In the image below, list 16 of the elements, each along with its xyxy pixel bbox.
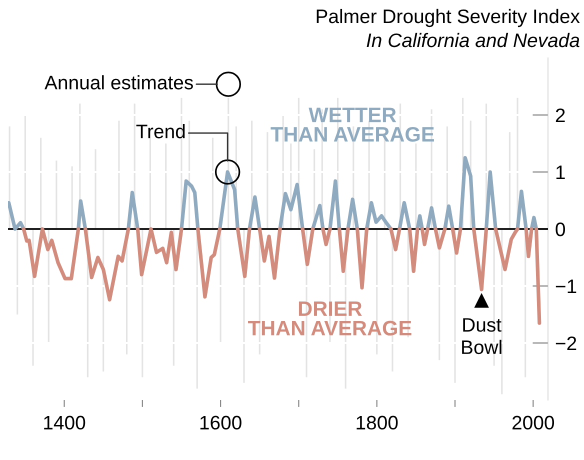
y-tick-label: 2 xyxy=(556,108,565,122)
chart-subtitle: In California and Nevada xyxy=(366,32,580,48)
x-tick-label: 1400 xyxy=(44,416,86,430)
y-tick-label: −2 xyxy=(556,336,576,350)
annotation: Trend xyxy=(136,124,185,138)
x-tick-label: 1800 xyxy=(356,416,398,430)
annotation: Annual estimates xyxy=(44,75,193,90)
y-tick-label: 1 xyxy=(556,166,565,180)
annotation: WETTER THAN AVERAGE xyxy=(270,108,434,142)
y-tick-label: −1 xyxy=(556,280,576,294)
chart-title: Palmer Drought Severity Index xyxy=(316,8,580,28)
x-tick-label: 1600 xyxy=(200,416,242,430)
x-tick-label: 2000 xyxy=(512,416,554,430)
annotation: DRIER THAN AVERAGE xyxy=(248,302,412,336)
annotation: Dust Bowl xyxy=(462,318,502,354)
y-tick-label: 0 xyxy=(556,222,565,236)
